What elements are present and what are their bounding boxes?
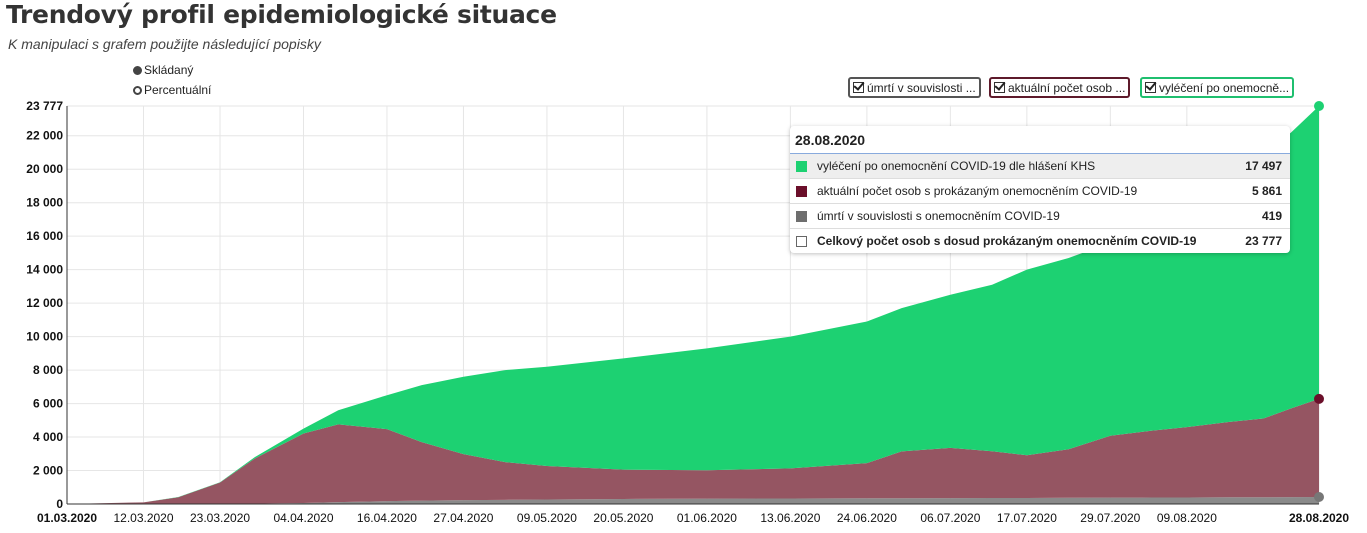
recovered-area bbox=[67, 106, 1319, 504]
y-tick-label: 22 000 bbox=[26, 129, 63, 143]
y-tick-label: 23 777 bbox=[26, 99, 63, 113]
tooltip-row-total: Celkový počet osob s dosud prokázaným on… bbox=[790, 229, 1290, 253]
x-tick-label: 06.07.2020 bbox=[920, 511, 980, 525]
y-tick-label: 18 000 bbox=[26, 196, 63, 210]
x-tick-label: 20.05.2020 bbox=[593, 511, 653, 525]
x-tick-label: 23.03.2020 bbox=[190, 511, 250, 525]
tooltip-label: úmrtí v souvislosti s onemocněním COVID-… bbox=[817, 209, 1060, 223]
x-tick-label: 09.08.2020 bbox=[1157, 511, 1217, 525]
color-swatch-icon bbox=[796, 160, 807, 172]
y-tick-label: 4 000 bbox=[33, 430, 63, 444]
y-tick-label: 20 000 bbox=[26, 162, 63, 176]
legend-label: úmrtí v souvislosti ... bbox=[867, 80, 976, 95]
radio-label: Percentuální bbox=[144, 83, 212, 97]
tooltip-value: 23 777 bbox=[1245, 234, 1282, 248]
legend-deaths[interactable]: úmrtí v souvislosti ... bbox=[848, 77, 981, 98]
radio-unselected-icon bbox=[133, 85, 142, 95]
tooltip-value: 17 497 bbox=[1245, 159, 1282, 173]
x-tick-label: 29.07.2020 bbox=[1080, 511, 1140, 525]
checkbox-checked-icon bbox=[853, 82, 864, 93]
deaths-marker bbox=[1314, 491, 1324, 502]
checkbox-checked-icon bbox=[994, 82, 1005, 93]
legend-label: aktuální počet osob ... bbox=[1008, 80, 1126, 95]
x-tick-label: 01.03.2020 bbox=[37, 511, 97, 525]
page-title: Trendový profil epidemiologické situace bbox=[6, 0, 557, 29]
tooltip-row-recovered: vyléčení po onemocnění COVID-19 dle hláš… bbox=[790, 154, 1290, 179]
recovered-marker bbox=[1314, 101, 1324, 111]
tooltip-row-deaths: úmrtí v souvislosti s onemocněním COVID-… bbox=[790, 204, 1290, 229]
deaths-area bbox=[67, 496, 1319, 504]
x-tick-label: 09.05.2020 bbox=[517, 511, 577, 525]
tooltip-date: 28.08.2020 bbox=[790, 126, 1290, 154]
radio-selected-icon bbox=[133, 65, 142, 75]
tooltip-row-active: aktuální počet osob s prokázaným onemocn… bbox=[790, 179, 1290, 204]
mode-stacked-radio[interactable]: Skládaný bbox=[133, 63, 193, 77]
checkbox-checked-icon bbox=[1145, 82, 1156, 93]
x-tick-label: 01.06.2020 bbox=[677, 511, 737, 525]
color-swatch-icon bbox=[796, 210, 807, 222]
page-subtitle: K manipulaci s grafem použijte následují… bbox=[8, 36, 321, 52]
y-tick-label: 12 000 bbox=[26, 296, 63, 310]
active-marker bbox=[1314, 393, 1324, 404]
x-tick-label: 27.04.2020 bbox=[433, 511, 493, 525]
active-area bbox=[67, 398, 1319, 504]
radio-label: Skládaný bbox=[144, 63, 194, 77]
tooltip-value: 5 861 bbox=[1251, 184, 1282, 198]
y-tick-label: 16 000 bbox=[26, 229, 63, 243]
legend-active[interactable]: aktuální počet osob ... bbox=[989, 77, 1131, 98]
legend-recovered[interactable]: vyléčení po onemocně... bbox=[1140, 77, 1295, 98]
mode-percent-radio[interactable]: Percentuální bbox=[133, 83, 211, 97]
x-tick-label: 04.04.2020 bbox=[273, 511, 333, 525]
y-tick-label: 0 bbox=[56, 497, 63, 511]
y-tick-label: 2 000 bbox=[33, 464, 63, 478]
tooltip-label: Celkový počet osob s dosud prokázaným on… bbox=[817, 234, 1197, 248]
y-tick-label: 14 000 bbox=[26, 263, 63, 277]
x-tick-label: 16.04.2020 bbox=[357, 511, 417, 525]
tooltip: 28.08.2020 vyléčení po onemocnění COVID-… bbox=[790, 126, 1290, 253]
x-tick-label: 17.07.2020 bbox=[997, 511, 1057, 525]
x-tick-label: 13.06.2020 bbox=[760, 511, 820, 525]
color-swatch-icon bbox=[796, 235, 807, 247]
x-tick-label: 24.06.2020 bbox=[837, 511, 897, 525]
tooltip-label: vyléčení po onemocnění COVID-19 dle hláš… bbox=[817, 159, 1096, 173]
y-tick-label: 6 000 bbox=[33, 397, 63, 411]
y-tick-label: 10 000 bbox=[26, 330, 63, 344]
tooltip-label: aktuální počet osob s prokázaným onemocn… bbox=[817, 184, 1138, 198]
tooltip-value: 419 bbox=[1261, 209, 1282, 223]
legend-label: vyléčení po onemocně... bbox=[1159, 80, 1290, 95]
color-swatch-icon bbox=[796, 185, 807, 197]
y-tick-label: 8 000 bbox=[33, 363, 63, 377]
x-tick-label: 12.03.2020 bbox=[113, 511, 173, 525]
x-tick-label: 28.08.2020 bbox=[1289, 511, 1349, 525]
